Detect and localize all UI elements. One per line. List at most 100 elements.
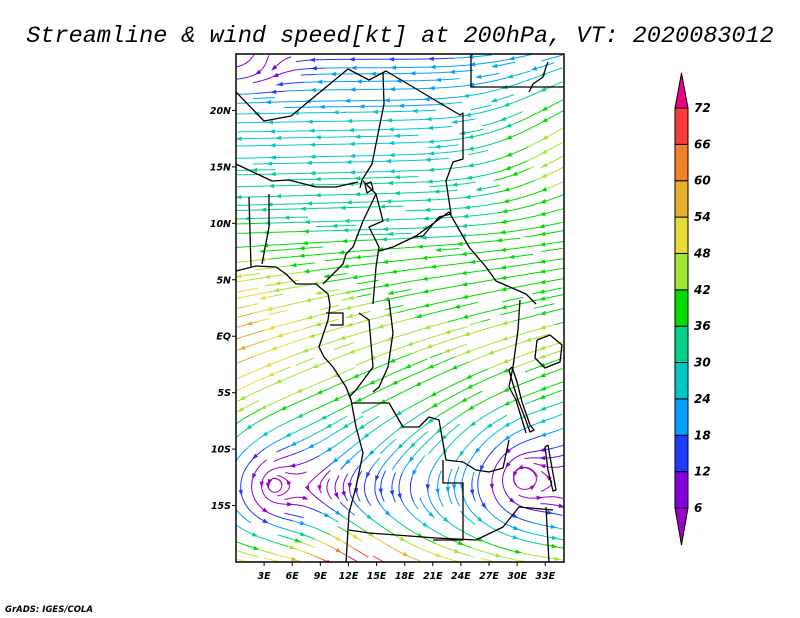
streamline-arrow — [344, 459, 351, 466]
streamline-arrow — [464, 194, 471, 200]
streamline-arrow — [315, 290, 322, 295]
streamline — [237, 191, 498, 206]
streamline — [325, 253, 533, 283]
streamline — [431, 414, 460, 438]
streamline-arrow — [539, 310, 547, 316]
streamline — [263, 436, 287, 450]
streamline — [264, 557, 279, 562]
streamline-arrow — [536, 495, 543, 501]
streamline-arrow — [503, 422, 511, 428]
streamline-arrow — [309, 154, 316, 159]
streamline-arrow — [539, 447, 546, 452]
streamline — [349, 466, 359, 485]
streamline-arrow — [428, 85, 435, 91]
streamline — [272, 293, 284, 297]
streamline-arrow — [301, 240, 308, 246]
streamline — [405, 202, 497, 212]
streamline-arrow — [252, 453, 259, 460]
border-drc-angola — [351, 402, 510, 473]
streamline-arrow — [314, 135, 321, 140]
border-car-south — [378, 211, 537, 305]
streamline — [253, 97, 275, 99]
streamline-arrow — [268, 183, 275, 189]
streamline — [273, 455, 290, 462]
streamline-arrow — [495, 238, 503, 243]
streamline-arrow — [495, 553, 502, 558]
streamline-arrow — [433, 189, 440, 194]
streamline-arrow — [404, 364, 412, 369]
streamline — [284, 512, 289, 515]
streamline — [514, 101, 559, 125]
streamline-arrow — [477, 516, 484, 523]
streamline — [236, 279, 251, 283]
streamline-arrow — [412, 469, 417, 477]
streamline-arrow — [539, 325, 546, 330]
streamline-arrow — [408, 456, 415, 463]
streamline — [468, 333, 549, 363]
streamline-arrow — [266, 161, 273, 166]
colorbar-label: 30 — [694, 356, 711, 370]
streamline-arrow — [323, 512, 331, 518]
streamline-arrow — [308, 128, 315, 133]
streamline — [357, 293, 372, 298]
streamline-arrow — [354, 191, 361, 197]
streamline-arrow — [539, 87, 547, 92]
lat-tick-label: 5S — [218, 388, 232, 399]
streamline — [524, 457, 534, 460]
colorbar-segment — [674, 143, 689, 182]
streamline — [250, 54, 255, 60]
streamline-arrow — [457, 540, 464, 545]
streamline-arrow — [525, 337, 532, 342]
streamline-arrow — [270, 346, 278, 351]
streamline-arrow — [243, 216, 250, 221]
lat-tick-label: 10N — [210, 219, 231, 230]
streamline — [534, 166, 564, 181]
streamline — [305, 318, 339, 329]
streamline-arrow — [346, 313, 353, 319]
streamline-arrow — [385, 199, 392, 204]
streamline-arrow — [375, 475, 380, 482]
streamline-arrow — [501, 208, 508, 214]
streamline-arrow — [539, 455, 546, 461]
streamline-arrow — [320, 415, 327, 420]
streamline-arrow — [261, 431, 269, 437]
streamline — [236, 337, 241, 340]
colorbar-segment — [674, 107, 689, 145]
streamline — [237, 312, 254, 318]
streamline-arrow — [397, 103, 405, 108]
streamline — [346, 449, 362, 464]
streamline — [491, 448, 512, 500]
streamline-arrow — [306, 201, 313, 206]
streamline-arrow — [252, 473, 257, 480]
streamline — [340, 551, 349, 558]
streamline-arrow — [369, 71, 376, 76]
lon-tick-label: 9E — [314, 571, 328, 582]
streamline — [295, 357, 315, 366]
colorbar-segment — [674, 180, 689, 218]
streamline-arrow — [238, 489, 243, 496]
streamline-arrow — [443, 348, 451, 353]
streamline-arrow — [461, 282, 468, 287]
streamline — [237, 321, 448, 402]
streamline-arrow — [346, 118, 353, 124]
streamline-arrow — [460, 270, 467, 276]
streamline-arrow — [451, 182, 458, 187]
lake-malawi — [544, 444, 557, 492]
streamline-arrow — [461, 223, 468, 228]
colorbar-segment — [674, 289, 689, 327]
streamline — [334, 447, 352, 462]
streamline-arrow — [333, 492, 339, 499]
streamline — [447, 468, 453, 504]
border-congo-drc — [372, 299, 394, 393]
colorbar-segment — [674, 252, 689, 291]
streamline-arrow — [387, 290, 394, 295]
streamline — [481, 318, 491, 322]
streamline-arrow — [465, 374, 472, 379]
streamline — [480, 557, 499, 562]
streamline-arrow — [393, 174, 400, 180]
streamline-arrow — [289, 463, 296, 468]
streamline-arrow — [415, 381, 422, 387]
streamline-arrow — [499, 116, 507, 121]
streamline — [559, 427, 564, 431]
streamline — [237, 92, 256, 95]
